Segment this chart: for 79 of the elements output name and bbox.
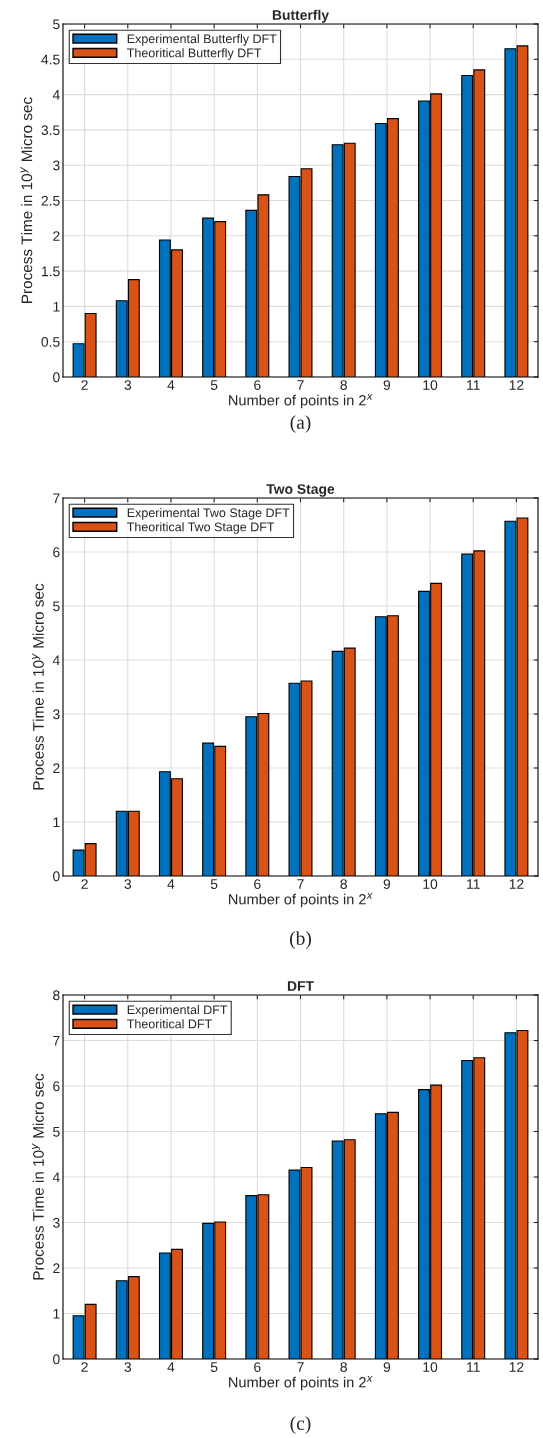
y-tick-label: 3: [53, 1217, 60, 1228]
legend-label: Theoritical Two Stage DFT: [127, 522, 275, 534]
y-tick-label: 3: [53, 709, 60, 720]
x-axis-title: Number of points in 2$^{x}$: [229, 394, 373, 409]
text: (c): [290, 1416, 311, 1434]
x-tick-label: 4: [167, 380, 175, 390]
y-tick-label: 2.5: [41, 195, 60, 206]
x-tick-label: 3: [124, 380, 132, 390]
x-tick-label: 7: [297, 1362, 304, 1372]
y-tick-label: 3: [53, 160, 60, 171]
x-tick-label: 4: [167, 879, 175, 889]
text: (a): [290, 415, 311, 433]
x-tick-label: 11: [467, 380, 480, 390]
y-tick-label: 0.5: [41, 337, 60, 347]
x-tick-label: 2: [81, 1362, 88, 1372]
legend-label: Experimental Butterfly DFT: [127, 34, 277, 46]
x-tick-label: 11: [467, 879, 480, 889]
x-tick-label: 3: [124, 1362, 132, 1372]
y-tick-label: 7: [53, 493, 60, 504]
x-tick-label: 5: [210, 380, 218, 390]
y-tick-label: 2: [53, 763, 60, 774]
x-tick-label: 7: [297, 879, 304, 889]
legend-label: Experimental Two Stage DFT: [127, 508, 290, 520]
x-tick-label: 10: [423, 879, 438, 889]
x-tick-label: 6: [254, 1362, 261, 1372]
y-tick-label: 6: [53, 547, 60, 558]
y-tick-label: 0: [53, 1354, 60, 1365]
x-tick-label: 3: [124, 879, 132, 889]
text: (b): [290, 931, 311, 949]
x-tick-label: 8: [340, 1362, 347, 1372]
y-tick-label: 1: [53, 1308, 60, 1319]
x-tick-label: 6: [254, 879, 261, 889]
y-tick-label: 8: [53, 990, 60, 1001]
y-axis-title: Process Time in 10$^{y}$ Micro sec: [32, 583, 44, 790]
x-tick-label: 6: [254, 380, 261, 390]
y-tick-label: 1: [53, 301, 60, 312]
x-tick-label: 2: [81, 879, 88, 889]
y-tick-label: 7: [53, 1035, 60, 1046]
chart-title: Butterfly: [272, 9, 329, 23]
y-tick-label: 4: [52, 655, 60, 666]
x-tick-label: 2: [81, 380, 88, 390]
x-tick-label: 8: [340, 380, 347, 390]
x-tick-label: 8: [340, 879, 347, 889]
y-tick-label: 2: [53, 1263, 60, 1274]
x-tick-label: 12: [509, 879, 524, 889]
legend-label: Experimental DFT: [127, 1005, 228, 1017]
x-tick-label: 5: [210, 879, 218, 889]
y-tick-label: 5: [53, 601, 60, 612]
x-tick-label: 9: [383, 1362, 391, 1372]
legend-label: Theoritical Butterfly DFT: [127, 48, 262, 60]
x-tick-label: 9: [383, 380, 391, 390]
x-tick-label: 12: [509, 380, 524, 390]
x-tick-label: 10: [423, 1362, 438, 1372]
x-tick-label: 5: [210, 1362, 218, 1372]
y-tick-label: 3.5: [41, 125, 60, 136]
y-tick-label: 0: [53, 372, 60, 383]
y-tick-label: 5: [53, 1126, 60, 1137]
x-tick-label: 4: [167, 1362, 175, 1372]
x-axis-title: Number of points in 2$^{x}$: [229, 893, 373, 908]
x-tick-label: 7: [297, 380, 304, 390]
y-tick-label: 6: [53, 1081, 60, 1092]
x-tick-label: 9: [383, 879, 391, 889]
y-tick-label: 2: [53, 231, 60, 241]
x-tick-label: 10: [423, 380, 438, 390]
y-tick-label: 1.5: [41, 266, 60, 277]
y-axis-title: Process Time in 10$^{y}$ Micro sec: [20, 97, 33, 303]
chart-title: DFT: [287, 981, 314, 991]
y-tick-label: 4.5: [41, 54, 60, 65]
y-tick-label: 1: [53, 817, 60, 828]
x-axis-title: Number of points in 2$^{x}$: [229, 1376, 373, 1391]
legend-label: Theoritical DFT: [127, 1019, 212, 1029]
y-tick-label: 4: [52, 1172, 60, 1183]
x-tick-label: 12: [509, 1362, 524, 1372]
chart-title: Two Stage: [266, 484, 335, 497]
x-tick-label: 11: [467, 1362, 480, 1372]
y-axis-title: Process Time in 10$^{y}$ Micro sec: [32, 1073, 44, 1280]
y-tick-label: 0: [53, 871, 60, 882]
y-tick-label: 5: [53, 19, 60, 30]
y-tick-label: 4: [52, 90, 60, 100]
